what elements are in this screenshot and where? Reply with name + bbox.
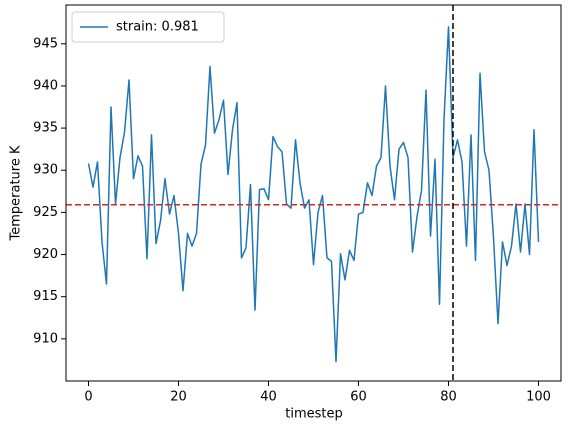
y-tick-label: 940: [33, 78, 58, 93]
legend: strain: 0.981: [71, 11, 225, 43]
data-line: [87, 26, 540, 363]
y-tick-label: 945: [33, 36, 58, 51]
legend-box: [71, 11, 225, 43]
y-tick-label: 925: [33, 205, 58, 220]
x-tick-label: 80: [440, 390, 457, 405]
x-tick-label: 20: [170, 390, 187, 405]
y-tick-label: 930: [33, 163, 58, 178]
y-tick-label: 910: [33, 331, 58, 346]
x-axis-label: timestep: [285, 407, 343, 422]
x-tick-label: 100: [526, 390, 551, 405]
y-tick-label: 920: [33, 247, 58, 262]
x-tick-label: 0: [84, 390, 92, 405]
plot-frame: [65, 4, 562, 382]
y-tick-label: 915: [33, 289, 58, 304]
x-tick-label: 60: [350, 390, 367, 405]
legend-label: strain: 0.981: [116, 20, 199, 35]
y-tick-label: 935: [33, 121, 58, 136]
y-axis-label: Temperature K: [9, 145, 24, 241]
x-tick-label: 40: [260, 390, 277, 405]
